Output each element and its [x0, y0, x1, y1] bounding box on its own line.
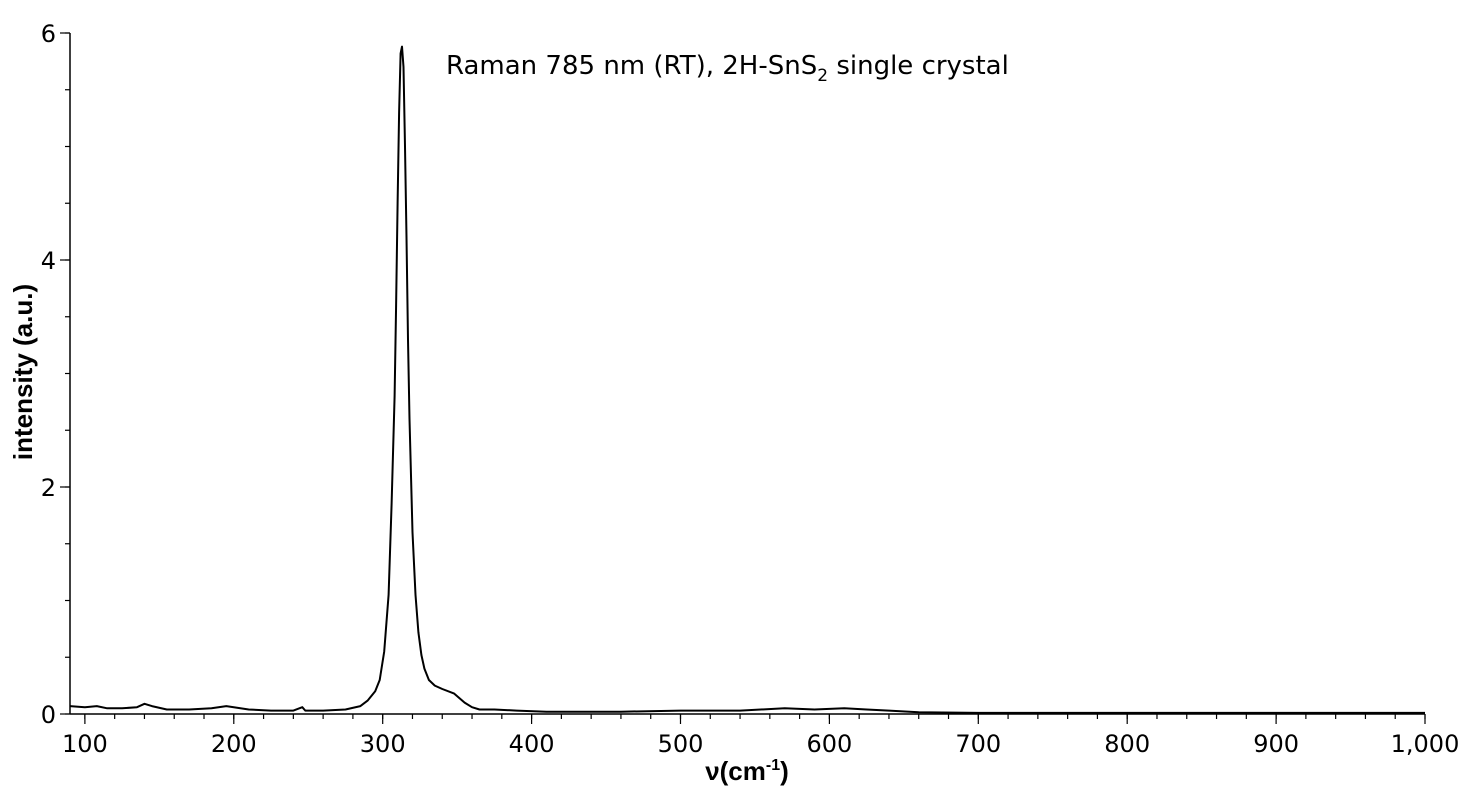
y-tick-label: 0: [41, 701, 56, 729]
x-tick-label: 600: [806, 730, 852, 758]
x-tick-label: 100: [62, 730, 108, 758]
major-ticks: [60, 32, 1426, 724]
x-tick-label: 500: [658, 730, 704, 758]
x-tick-label: 200: [211, 730, 257, 758]
x-tick-label: 300: [360, 730, 406, 758]
x-axis-title-close: ): [780, 756, 789, 786]
x-tick-label: 900: [1253, 730, 1299, 758]
y-tick-label: 4: [41, 247, 56, 275]
x-tick-label: 400: [509, 730, 555, 758]
x-axis-title-base: ν(cm: [705, 756, 766, 786]
y-tick-label: 6: [41, 20, 56, 48]
y-axis-title: intensity (a.u.): [8, 284, 38, 460]
x-axis-title: ν(cm-1): [705, 756, 789, 786]
spectrum-line: [69, 45, 1425, 714]
annotation-subscript: 2: [817, 66, 828, 86]
chart-annotation: Raman 785 nm (RT), 2H-SnS2 single crysta…: [446, 51, 1009, 86]
x-tick-label: 800: [1104, 730, 1150, 758]
x-tick-label: 700: [955, 730, 1001, 758]
tick-labels: 100 200 300 400 500 600 700 800 900 1,000 0 2 4 6: [41, 20, 1460, 758]
annotation-text-end: single crystal: [828, 51, 1009, 81]
minor-ticks: [65, 32, 1426, 719]
x-axis-title-sup: -1: [766, 757, 780, 774]
x-tick-label: 1,000: [1391, 730, 1460, 758]
y-tick-label: 2: [41, 474, 56, 502]
annotation-text: Raman 785 nm (RT), 2H-SnS: [446, 51, 817, 81]
